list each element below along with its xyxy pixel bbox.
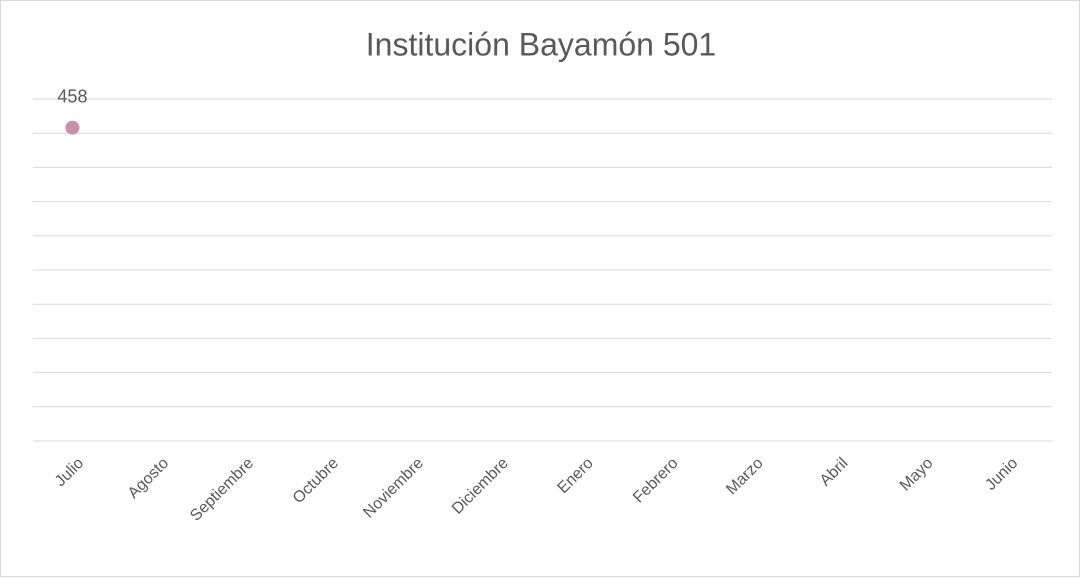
marker	[65, 120, 80, 135]
data-label: 458	[57, 86, 87, 106]
chart-title: Institución Bayamón 501	[366, 26, 716, 62]
